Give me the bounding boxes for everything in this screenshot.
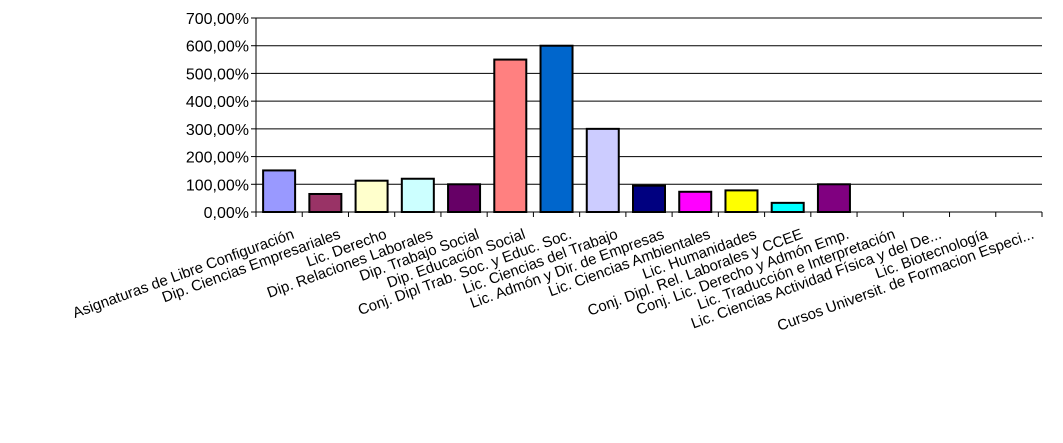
bar: [585, 127, 620, 214]
bar: [447, 183, 482, 214]
bar: [632, 184, 666, 214]
bar: [539, 44, 574, 214]
y-tick-label: 500,00%: [186, 66, 249, 83]
y-tick-label: 0,00%: [204, 205, 249, 222]
bar: [678, 190, 713, 213]
bars: [262, 44, 851, 214]
x-tick-label: Asignaturas de Libre Configuración: [70, 226, 296, 322]
bar: [354, 179, 389, 214]
y-tick-label: 600,00%: [186, 39, 249, 56]
y-tick-label: 700,00%: [186, 11, 249, 28]
bar: [770, 201, 805, 213]
y-axis: 0,00% 100,00% 200,00% 300,00% 400,00% 500,00%…: [186, 11, 257, 222]
y-tick-label: 100,00%: [186, 177, 249, 194]
bar: [262, 169, 297, 214]
bar: [308, 192, 343, 214]
bar: [400, 177, 435, 213]
y-tick-label: 400,00%: [186, 94, 249, 111]
y-tick-label: 200,00%: [186, 150, 249, 167]
bar: [816, 183, 851, 214]
bar: [724, 189, 759, 214]
bar: [493, 58, 528, 214]
y-tick-label: 300,00%: [186, 122, 249, 139]
